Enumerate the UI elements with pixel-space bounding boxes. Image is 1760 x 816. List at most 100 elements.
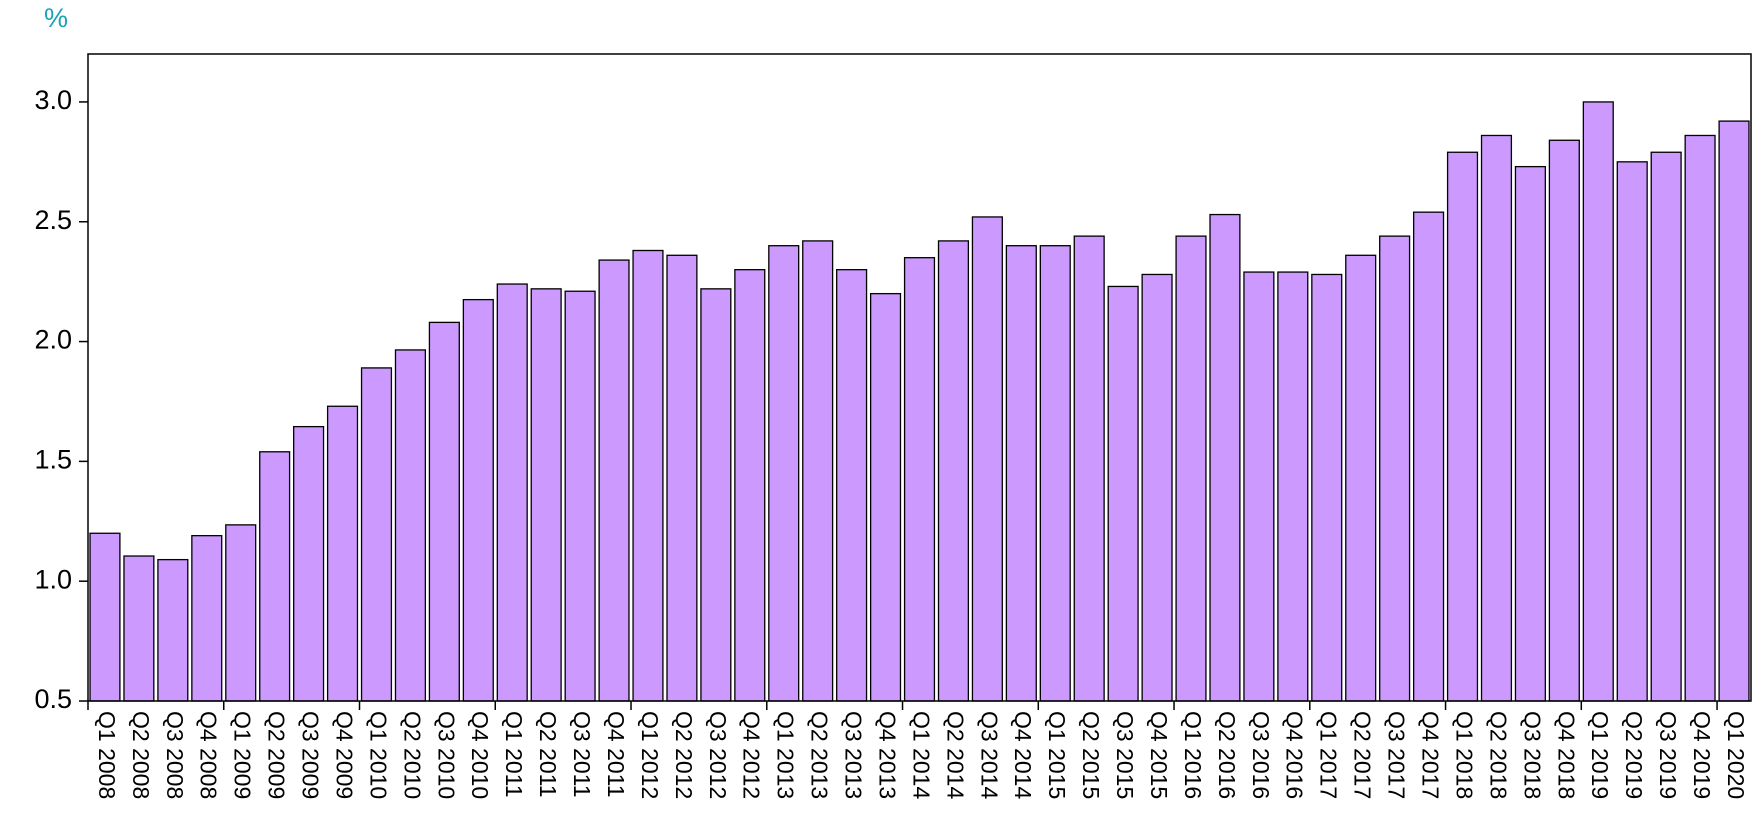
bar [1311,273,1343,702]
bar [1548,139,1580,702]
x-tick-label: Q3 2017 [1384,711,1410,799]
x-tick-label: Q1 2016 [1180,711,1206,799]
bar [1209,213,1241,702]
bar [1684,134,1716,702]
bar [1718,120,1750,702]
bar [360,367,393,702]
bar [530,288,562,702]
x-tick-label: Q1 2019 [1587,711,1613,799]
x-tick-label: Q2 2018 [1485,711,1511,799]
bar [836,269,868,702]
bar [191,535,223,702]
x-tick-label: Q2 2011 [535,711,561,798]
x-tick-label: Q1 2014 [908,711,934,799]
y-tick-label: 3.0 [34,85,72,115]
bar [1345,254,1377,702]
bar [564,290,596,702]
x-tick-label: Q2 2015 [1078,711,1104,799]
x-tick-label: Q2 2009 [264,711,290,799]
x-tick-label: Q4 2014 [1010,711,1036,799]
x-tick-label: Q1 2018 [1451,711,1477,799]
x-tick-label: Q4 2012 [739,711,765,799]
x-tick-label: Q4 2019 [1689,711,1715,799]
bar [1379,235,1411,702]
x-tick-label: Q3 2014 [976,711,1002,799]
y-tick-label: 2.5 [34,205,72,235]
bar [903,257,936,702]
x-tick-label: Q3 2009 [298,711,324,799]
bar [1175,235,1207,702]
x-tick-label: Q1 2008 [94,711,120,799]
x-tick-label: Q3 2019 [1655,711,1681,799]
bar [971,216,1003,702]
bar [1073,235,1105,702]
x-tick-label: Q3 2012 [705,711,731,799]
bar [259,451,291,702]
bar [632,249,664,702]
x-tick-label: Q2 2008 [128,711,154,799]
x-tick-label: Q3 2013 [841,711,867,799]
bar [394,349,427,702]
x-tick-label: Q1 2015 [1044,711,1070,799]
x-tick-label: Q4 2015 [1146,711,1172,799]
bar [666,254,698,702]
bar [1650,151,1682,702]
y-tick-label: 1.0 [34,564,72,594]
x-tick-label: Q1 2009 [230,711,256,799]
bar [700,288,732,702]
bar [225,524,257,702]
x-tick-label: Q3 2011 [569,711,595,798]
bar [428,321,460,702]
bar [1412,211,1445,702]
x-tick-label: Q4 2013 [874,711,900,799]
x-tick-label: Q4 2009 [331,711,357,799]
x-tick-label: Q4 2008 [196,711,222,799]
x-tick-label: Q2 2012 [671,711,697,799]
x-tick-label: Q2 2019 [1621,711,1647,799]
x-tick-label: Q4 2010 [467,711,493,799]
bar [496,283,528,702]
bar [1616,161,1648,702]
bar [1107,285,1139,702]
bar [598,259,630,702]
x-tick-label: Q2 2010 [399,711,425,799]
x-tick-label: Q2 2016 [1214,711,1240,799]
x-tick-label: Q2 2014 [942,711,968,799]
x-tick-label: Q3 2016 [1248,711,1274,799]
x-tick-label: Q3 2018 [1519,711,1545,799]
bar [768,245,800,702]
x-tick-label: Q1 2012 [637,711,663,799]
x-tick-label: Q3 2008 [162,711,188,799]
x-tick-label: Q2 2017 [1350,711,1376,799]
x-tick-label: Q3 2010 [433,711,459,799]
x-tick-label: Q4 2017 [1418,711,1444,799]
bar [157,558,189,702]
bar [89,532,121,702]
bar [1243,271,1275,702]
x-tick-label: Q1 2020 [1723,711,1749,799]
x-tick-label: Q1 2010 [365,711,391,799]
bar [326,405,359,702]
bar [1582,101,1614,702]
plot-frame [87,53,1752,702]
x-tick-label: Q1 2017 [1316,711,1342,799]
y-tick-label: 0.5 [34,684,72,714]
bar [293,425,325,702]
x-tick-label: Q3 2015 [1112,711,1138,799]
bar [734,269,766,702]
bar [869,292,902,702]
bar [1005,245,1037,702]
x-tick-label: Q4 2018 [1553,711,1579,799]
y-unit: % [44,3,68,33]
y-tick-label: 1.5 [34,444,72,474]
bar [1141,273,1173,702]
x-tick-label: Q4 2011 [603,711,629,798]
bar [937,240,970,702]
bar [1039,245,1071,702]
bar [462,298,494,702]
bar [1480,134,1513,702]
bar [123,555,155,702]
bar [1446,151,1479,702]
